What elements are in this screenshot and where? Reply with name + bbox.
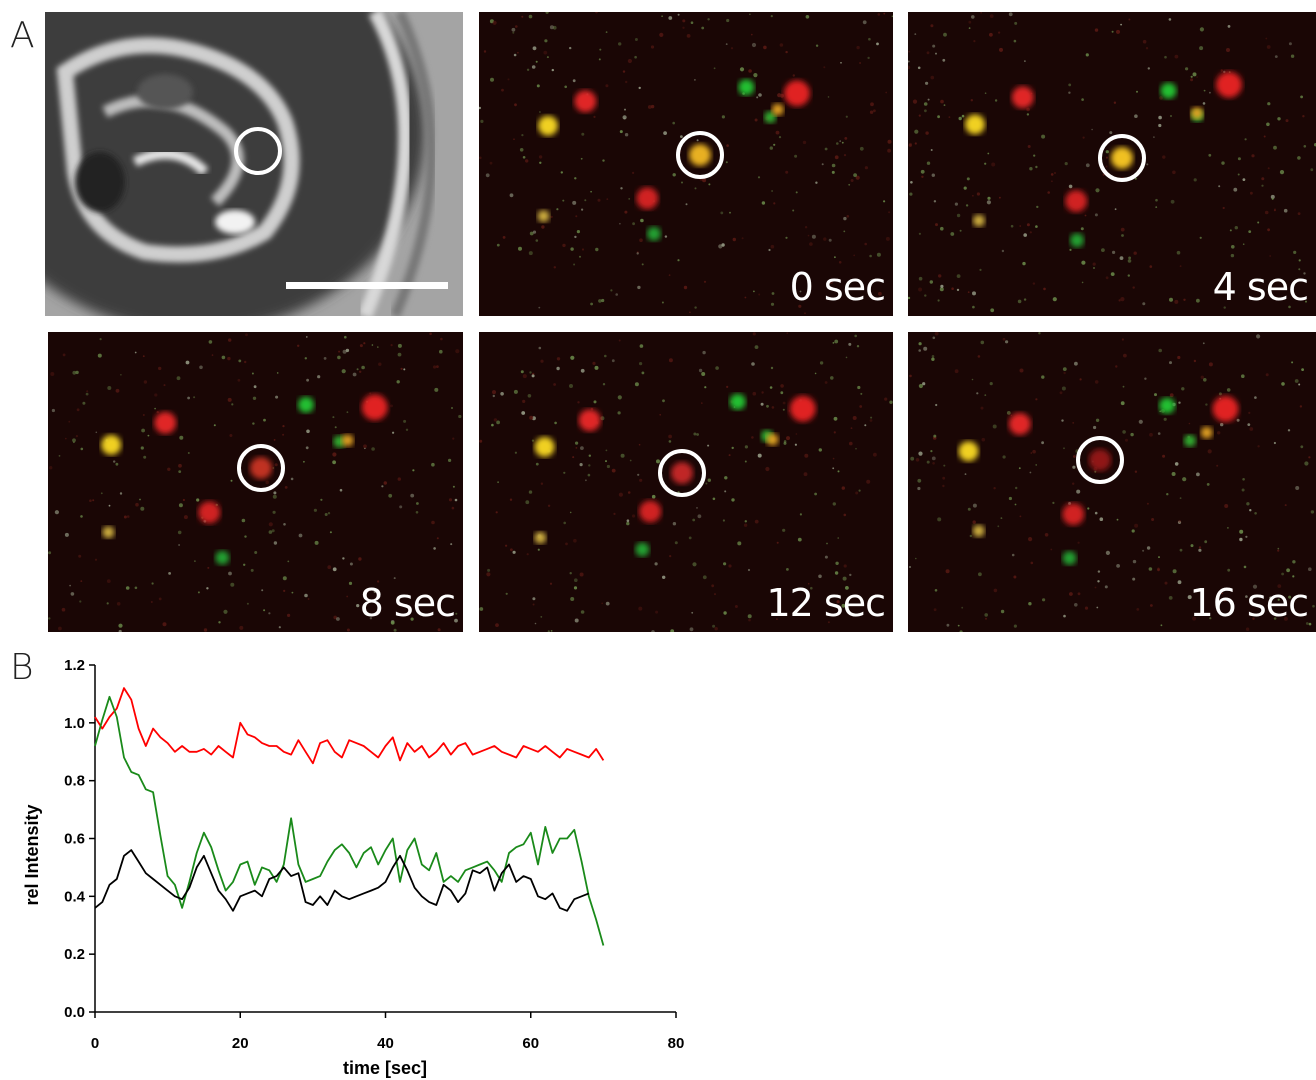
frame-0-image: 0 sec — [479, 12, 893, 316]
intensity-line-chart: 0.0 0.2 0.4 0.6 0.8 1.0 1.2 0 20 40 60 80 time [sec… — [22, 657, 685, 1078]
time-label-8: 8 sec — [359, 581, 456, 625]
frame-8-image: 8 sec — [48, 332, 463, 632]
series-line-2 — [94, 849, 590, 912]
y-tick-label: 0.0 — [64, 1004, 85, 1021]
region-of-interest-circle — [676, 131, 724, 179]
frame-4-image: 4 sec — [908, 12, 1316, 316]
series-line-1 — [94, 695, 605, 946]
panel-a-letter: A — [10, 15, 35, 56]
time-label-4: 4 sec — [1212, 265, 1309, 309]
x-tick-label: 80 — [668, 1035, 685, 1052]
panel-b-letter: B — [10, 647, 34, 688]
x-tick-label: 60 — [522, 1035, 539, 1052]
fluorescence-illustration — [479, 12, 893, 315]
frame-12-image: 12 sec — [479, 332, 893, 632]
x-axis-label: time [sec] — [343, 1058, 427, 1078]
time-label-0: 0 sec — [789, 265, 886, 309]
y-tick-label: 0.4 — [64, 888, 86, 905]
fluorescence-illustration — [908, 12, 1316, 313]
x-tick-label: 20 — [232, 1035, 249, 1052]
region-of-interest-circle — [234, 127, 282, 175]
fluorescence-illustration — [479, 332, 893, 632]
region-of-interest-circle — [1098, 134, 1146, 182]
y-tick-label: 0.6 — [64, 831, 85, 848]
region-of-interest-circle — [1076, 436, 1124, 484]
series-line-0 — [94, 687, 605, 765]
fluorescence-illustration — [48, 332, 462, 632]
x-tick-label: 40 — [377, 1035, 394, 1052]
region-of-interest-circle — [658, 449, 706, 497]
region-of-interest-circle — [237, 444, 285, 492]
y-tick-label: 0.2 — [64, 946, 85, 963]
y-tick-label: 1.2 — [64, 657, 85, 674]
brightfield-image — [45, 12, 463, 316]
frame-16-image: 16 sec — [908, 332, 1316, 632]
scale-bar — [286, 282, 448, 289]
brightfield-cell-illustration — [45, 12, 463, 316]
time-label-12: 12 sec — [766, 581, 886, 625]
y-tick-label: 0.8 — [64, 773, 85, 790]
fluorescence-illustration — [909, 332, 1315, 632]
y-tick-label: 1.0 — [64, 715, 85, 732]
y-axis-label: rel Intensity — [22, 804, 42, 905]
time-label-16: 16 sec — [1189, 581, 1309, 625]
x-tick-label: 0 — [91, 1035, 99, 1052]
